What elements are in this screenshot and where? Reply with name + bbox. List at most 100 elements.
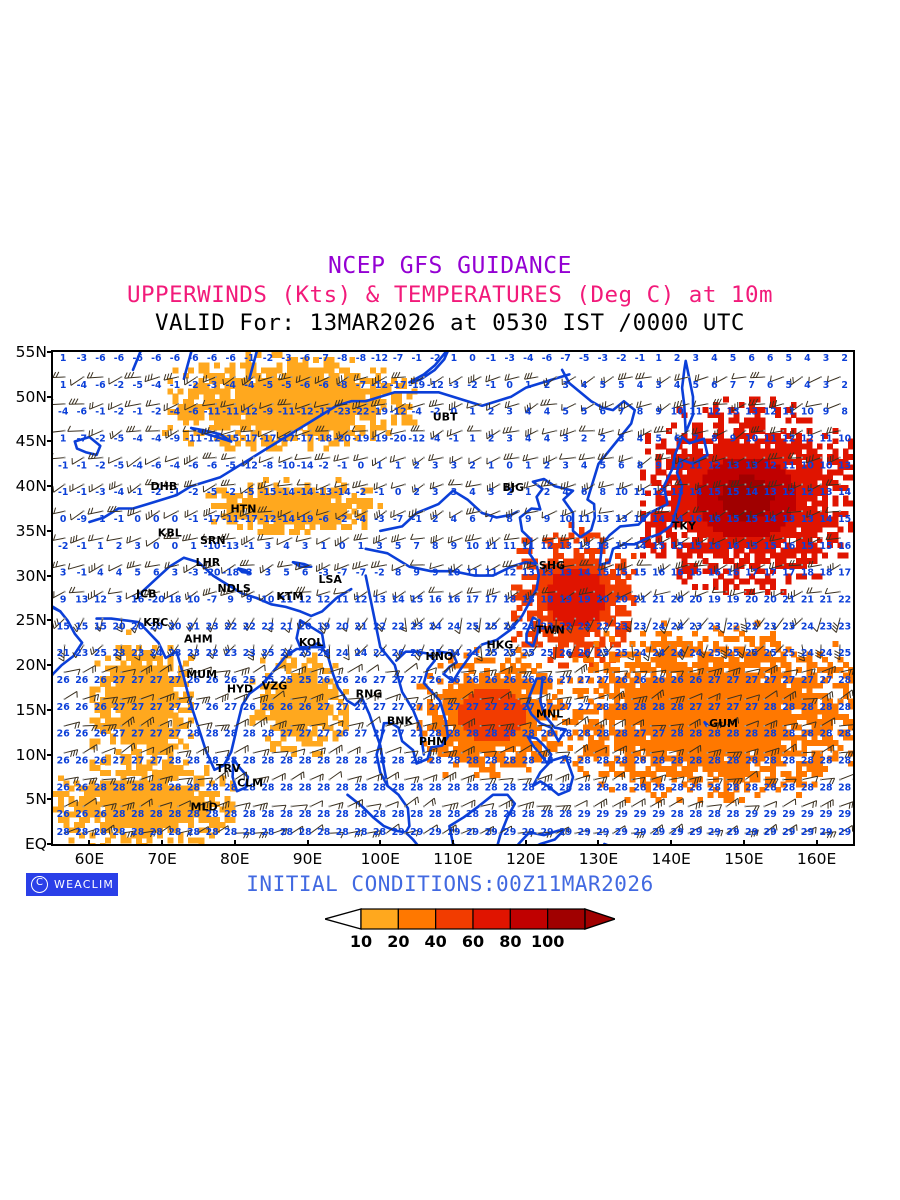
temperature-value: 28 [280, 782, 293, 793]
temperature-value: 15 [633, 568, 646, 579]
temperature-value: 25 [540, 648, 553, 659]
temperature-value: 1 [655, 353, 662, 364]
temperature-value: 29 [578, 827, 591, 838]
temperature-value: 28 [429, 729, 442, 740]
temperature-value: 2 [488, 407, 495, 418]
temperature-value: 28 [708, 809, 721, 820]
temperature-value: -12 [427, 380, 444, 391]
temperature-value: 26 [559, 648, 573, 659]
temperature-value: 28 [224, 756, 237, 767]
temperature-value: 23 [540, 621, 553, 632]
title-line-valid-time: VALID For: 13MAR2026 at 0530 IST /0000 U… [155, 309, 745, 336]
temperature-value: -6 [151, 460, 162, 471]
temperature-value: -1 [188, 514, 198, 525]
temperature-value: 15 [596, 568, 609, 579]
temperature-value: -3 [504, 353, 514, 364]
temperature-value: 28 [131, 827, 144, 838]
temperature-value: -14 [297, 460, 314, 471]
map-plot-area[interactable]: 1 -3 -6 -6 -6 -6 -6 -6 -6 -6 -1 -2 -3 -6 -7 -8 -8 -12 -7 -1… [51, 350, 855, 846]
temperature-value: 26 [57, 675, 71, 686]
temperature-value: -3 [374, 514, 384, 525]
temperature-value: 26 [206, 675, 220, 686]
temperature-value: 28 [243, 827, 256, 838]
temperature-value: 23 [838, 621, 851, 632]
temperature-value: 10 [671, 460, 685, 471]
latitude-tick-label: EQ [25, 835, 47, 853]
temperature-value: 13 [373, 595, 386, 606]
temperature-value: 28 [243, 756, 256, 767]
latitude-tick-label: 50N [15, 387, 47, 406]
temperature-value: -6 [77, 407, 88, 418]
latitude-tick-label: 35N [15, 521, 47, 540]
temperature-value: 1 [60, 434, 67, 445]
temperature-value: -6 [225, 353, 236, 364]
temperature-value: 10 [466, 541, 480, 552]
temperature-value: 13 [801, 514, 814, 525]
temperature-value: 0 [153, 514, 160, 525]
temperature-value: 0 [134, 514, 141, 525]
latitude-tick-label: 20N [15, 656, 47, 675]
temperature-value: 3 [618, 434, 625, 445]
temperature-value: 29 [782, 809, 795, 820]
temperature-value: 1 [358, 541, 365, 552]
station-label: SRN [200, 534, 226, 547]
temperature-value: 25 [726, 648, 739, 659]
temperature-value: 23 [633, 621, 646, 632]
temperature-value: 25 [243, 675, 256, 686]
temperature-value: -11 [222, 514, 239, 525]
temperature-value: 3 [246, 568, 253, 579]
temperature-value: 1 [469, 407, 476, 418]
temperature-value: 13 [726, 460, 739, 471]
temperature-value: 24 [336, 648, 350, 659]
temperature-value: -4 [356, 514, 367, 525]
temperature-value: -17 [204, 514, 221, 525]
temperature-value: 16 [447, 595, 461, 606]
temperature-value: 26 [224, 675, 238, 686]
temperature-value: 28 [354, 827, 367, 838]
weaclim-logo-badge[interactable]: C WEACLIM [26, 873, 118, 896]
temperature-value: 17 [838, 568, 851, 579]
temperature-value: 27 [429, 702, 442, 713]
station-label: LHR [196, 556, 221, 569]
temperature-value: 20 [689, 595, 703, 606]
temperature-value: 12 [354, 595, 367, 606]
temperature-value: 27 [168, 729, 181, 740]
temperature-value: 2 [432, 514, 439, 525]
temperature-value: 4 [562, 487, 569, 498]
temperature-value: 28 [615, 702, 628, 713]
temperature-value: 28 [447, 782, 460, 793]
temperature-value: -2 [430, 407, 440, 418]
temperature-value: -3 [207, 380, 217, 391]
temperature-value: 26 [633, 675, 647, 686]
temperature-value: 28 [559, 809, 572, 820]
latitude-tick-label: 30N [15, 566, 47, 585]
temperature-value: 26 [280, 648, 294, 659]
temperature-value: 28 [615, 729, 628, 740]
temperature-value: 22 [261, 621, 274, 632]
temperature-value: 23 [410, 621, 423, 632]
temperature-value: -7 [318, 353, 328, 364]
temperature-value: 12 [503, 568, 516, 579]
wind-barb-layer [53, 371, 853, 839]
temperature-value: -12 [241, 460, 258, 471]
temperature-value: 28 [168, 827, 181, 838]
temperature-value: 10 [261, 595, 275, 606]
temperature-value: 29 [633, 827, 646, 838]
temperature-value: 26 [522, 675, 536, 686]
temperature-value: 21 [819, 595, 832, 606]
temperature-value: -4 [132, 460, 143, 471]
temperature-value: 25 [485, 621, 498, 632]
temperature-value: 29 [819, 827, 832, 838]
temperature-value: 23 [615, 621, 628, 632]
station-label: RNG [356, 688, 383, 701]
temperature-value: 29 [726, 827, 739, 838]
temperature-value: 27 [726, 702, 739, 713]
temperature-value: 13 [615, 541, 628, 552]
temperature-value: -4 [132, 434, 143, 445]
temperature-value: 27 [131, 756, 144, 767]
temperature-value: 26 [354, 675, 368, 686]
temperature-value: 21 [280, 621, 293, 632]
wind-speed-colorbar: 10 20 40 60 80 100 [325, 908, 615, 954]
longitude-tick-label: 80E [220, 850, 250, 868]
temperature-value: 28 [224, 782, 237, 793]
